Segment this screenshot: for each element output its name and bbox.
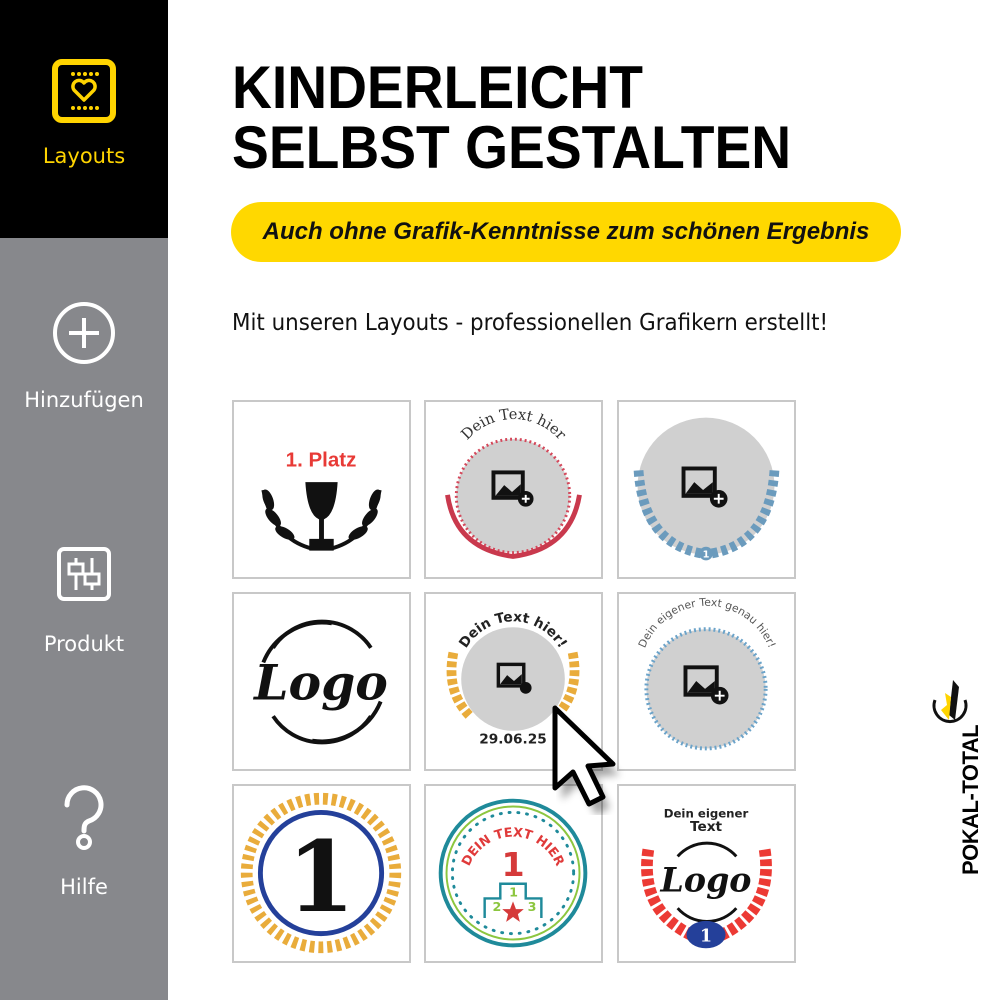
sidebar-item-layouts[interactable]: Layouts [0, 0, 168, 238]
sidebar-item-label: Hilfe [60, 875, 108, 899]
layout-tile-photo-red[interactable]: Dein Text hier [424, 400, 603, 579]
plus-circle-icon [53, 302, 115, 364]
tile-text: Dein Text hier [458, 406, 569, 443]
layout-tile-number-one[interactable]: 1 [232, 784, 411, 963]
tile-number: 1 [700, 925, 712, 946]
layout-heart-icon [52, 59, 116, 123]
sidebar-item-label: Hinzufügen [24, 388, 144, 412]
sliders-icon [57, 547, 111, 601]
sidebar-item-produkt[interactable]: Produkt [0, 546, 168, 656]
tile-label: 1 [509, 884, 518, 899]
sidebar: Layouts Hinzufügen Produkt Hilfe [0, 0, 168, 1000]
tagline-banner: Auch ohne Grafik-Kenntnisse zum schönen … [231, 202, 901, 262]
page-title: KINDERLEICHT SELBST GESTALTEN [232, 58, 791, 178]
question-icon [64, 785, 104, 850]
pokal-total-logo-icon [932, 680, 968, 723]
tile-text: 1 [703, 549, 710, 560]
sidebar-item-label: Produkt [43, 632, 125, 656]
layout-tile-1-platz[interactable]: 1. Platz [232, 400, 411, 579]
subtitle: Mit unseren Layouts - professionellen Gr… [232, 310, 829, 336]
sidebar-item-hinzufuegen[interactable]: Hinzufügen [0, 300, 168, 412]
tile-label: Dein Text hier [458, 406, 569, 443]
sidebar-item-hilfe[interactable]: Hilfe [0, 785, 168, 899]
tile-logo: Logo [660, 861, 752, 900]
tile-text: 1. Platz [286, 449, 357, 472]
tile-text: Text [690, 819, 723, 835]
image-add-icon [491, 470, 534, 507]
tile-label: 3 [528, 899, 537, 914]
layout-tile-photo-stars[interactable]: Dein eigener Text genau hier! [617, 592, 796, 771]
mouse-pointer-icon [552, 705, 620, 815]
tile-number: 1 [501, 845, 524, 884]
layout-tile-photo-blue[interactable]: 1 [617, 400, 796, 579]
layout-tile-logo-red[interactable]: Dein eigener Text Logo 1 [617, 784, 796, 963]
tile-text: Logo [252, 654, 388, 712]
sidebar-item-label: Layouts [42, 144, 126, 168]
tile-text: 1 [287, 820, 355, 935]
tile-label: 2 [492, 899, 501, 914]
tile-date: 29.06.25 [479, 732, 546, 748]
layout-tile-logo[interactable]: Logo [232, 592, 411, 771]
brand-name: POKAL-TOTAL [958, 724, 983, 875]
title-line-2: SELBST GESTALTEN [232, 114, 792, 181]
tile-text: Dein eigener [664, 806, 749, 820]
title-line-1: KINDERLEICHT [232, 54, 643, 121]
